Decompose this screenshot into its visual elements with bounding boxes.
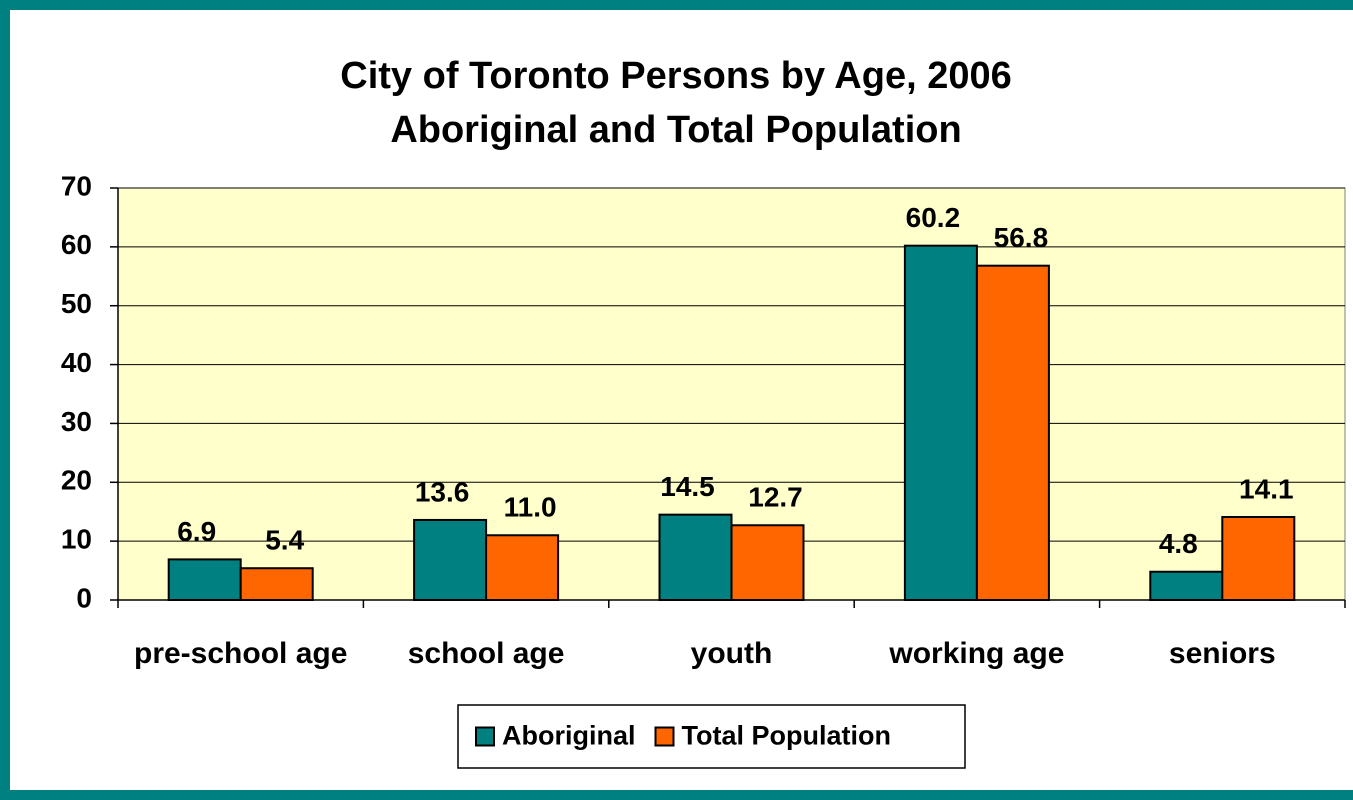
bar bbox=[1221, 516, 1296, 601]
y-tick-label: 10 bbox=[61, 524, 92, 555]
chart-title: City of Toronto Persons by Age, 2006 bbox=[340, 55, 1011, 97]
data-label: 6.9 bbox=[177, 516, 216, 547]
legend-label: Total Population bbox=[682, 721, 891, 751]
y-tick-label: 60 bbox=[61, 229, 92, 260]
x-tick-label: school age bbox=[407, 637, 565, 670]
legend-swatch bbox=[475, 726, 495, 747]
chart-subtitle: Aboriginal and Total Population bbox=[390, 109, 961, 151]
bar bbox=[413, 518, 488, 601]
bar bbox=[1149, 570, 1224, 602]
y-tick-label: 40 bbox=[61, 347, 92, 378]
data-label: 5.4 bbox=[265, 525, 304, 556]
x-tick-label: pre-school age bbox=[134, 637, 348, 670]
data-label: 4.8 bbox=[1159, 528, 1198, 559]
bar bbox=[658, 513, 733, 602]
bar bbox=[485, 534, 560, 601]
bar bbox=[903, 244, 978, 601]
y-tick-label: 20 bbox=[61, 465, 92, 496]
data-label: 11.0 bbox=[504, 492, 557, 523]
x-tick-label: youth bbox=[690, 637, 773, 670]
x-tick-label: working age bbox=[889, 637, 1065, 670]
data-label: 60.2 bbox=[906, 202, 961, 233]
bar bbox=[167, 558, 242, 601]
data-label: 56.8 bbox=[994, 222, 1049, 253]
bar bbox=[730, 524, 805, 601]
data-label: 13.6 bbox=[415, 476, 470, 507]
data-label: 12.7 bbox=[748, 482, 803, 513]
y-tick-label: 50 bbox=[61, 288, 92, 319]
legend-box bbox=[457, 704, 966, 769]
legend-label: Aboriginal bbox=[502, 721, 636, 751]
y-tick-label: 0 bbox=[76, 582, 92, 613]
bar bbox=[239, 567, 314, 602]
data-label: 14.1 bbox=[1239, 473, 1294, 504]
y-tick-label: 30 bbox=[61, 406, 92, 437]
bar bbox=[975, 264, 1050, 601]
y-tick-label: 70 bbox=[61, 170, 92, 201]
x-tick-label: seniors bbox=[1168, 637, 1276, 670]
data-label: 14.5 bbox=[660, 471, 715, 502]
legend-swatch bbox=[654, 726, 675, 747]
